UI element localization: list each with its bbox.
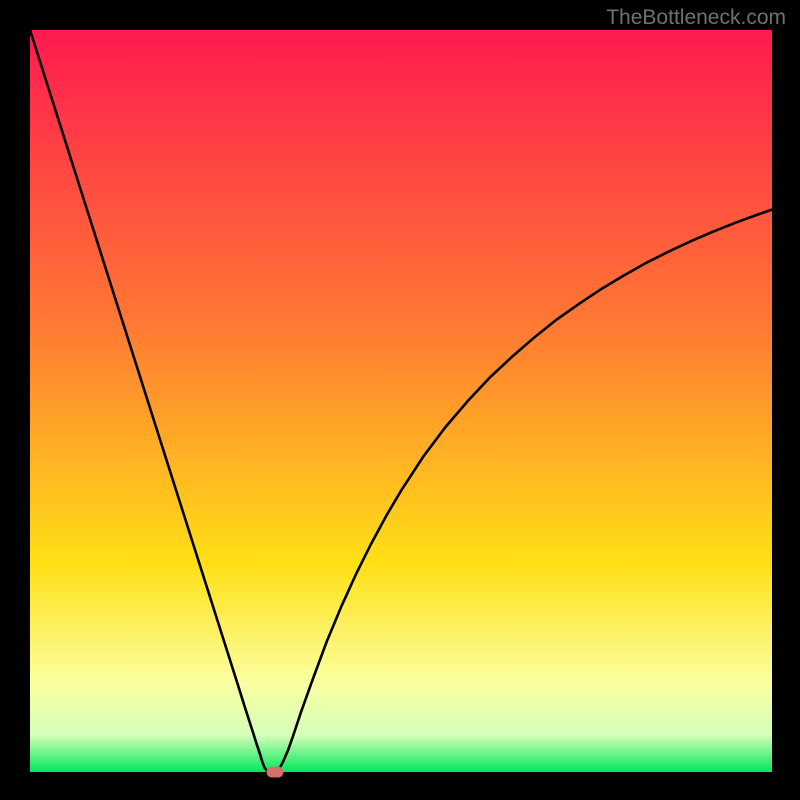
bottleneck-curve [30,30,772,772]
optimum-marker [266,767,283,778]
watermark-text: TheBottleneck.com [606,6,786,30]
plot-area [30,30,772,772]
